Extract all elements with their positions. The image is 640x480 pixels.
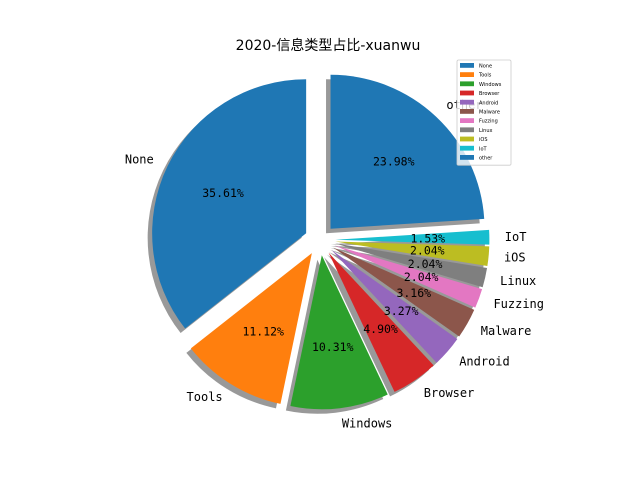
legend-entry-other: other xyxy=(479,156,493,162)
legend-entry-ios: iOS xyxy=(479,137,488,143)
percent-label-tools: 11.12% xyxy=(242,325,284,339)
percent-label-other: 23.98% xyxy=(373,154,415,168)
category-label-malware: Malware xyxy=(481,324,532,338)
category-label-ios: iOS xyxy=(504,251,526,265)
slice-ios xyxy=(335,241,490,267)
chart-title: 2020-信息类型占比-xuanwu xyxy=(236,37,421,54)
legend-swatch-none xyxy=(460,63,474,68)
legend-swatch-browser xyxy=(460,90,474,96)
category-label-fuzzing: Fuzzing xyxy=(493,297,544,311)
percent-label-android: 3.27% xyxy=(384,304,419,318)
slice-linux xyxy=(335,243,488,288)
slice-fuzzing xyxy=(334,245,483,308)
legend-swatch-windows xyxy=(460,81,474,87)
slice-none xyxy=(152,79,307,329)
legend-swatch-other xyxy=(460,155,474,160)
legend-swatch-linux xyxy=(460,127,474,133)
legend-entry-iot: IoT xyxy=(479,146,488,152)
category-label-browser: Browser xyxy=(424,386,475,400)
percent-label-browser: 4.90% xyxy=(363,322,398,336)
slice-android xyxy=(331,250,458,363)
pie-slices xyxy=(152,74,490,410)
slice-other xyxy=(330,74,485,229)
slice-malware xyxy=(333,247,475,337)
percent-labels: 35.61%11.12%10.31%4.90%3.27%3.16%2.04%2.… xyxy=(202,154,445,354)
legend-entry-linux: Linux xyxy=(479,128,493,134)
percent-label-malware: 3.16% xyxy=(396,286,431,300)
legend-entry-fuzzing: Fuzzing xyxy=(479,119,498,125)
category-label-iot: IoT xyxy=(505,230,527,244)
legend-entry-windows: Windows xyxy=(479,82,502,88)
legend: None Tools Windows Browser Android Malware Fuz… xyxy=(456,59,512,166)
percent-label-iot: 1.53% xyxy=(410,231,445,245)
legend-swatch-ios xyxy=(460,136,474,142)
legend-entry-none: None xyxy=(479,64,492,70)
percent-label-none: 35.61% xyxy=(202,186,244,200)
legend-entry-android: Android xyxy=(479,100,498,106)
percent-label-linux: 2.04% xyxy=(408,257,443,271)
legend-entry-malware: Malware xyxy=(479,110,500,116)
slice-iot xyxy=(335,229,490,245)
category-label-tools: Tools xyxy=(187,390,223,404)
category-label-android: Android xyxy=(459,355,510,369)
slice-browser xyxy=(328,252,434,392)
legend-swatch-iot xyxy=(460,145,474,151)
legend-swatch-fuzzing xyxy=(460,118,474,123)
legend-swatch-tools xyxy=(460,72,474,77)
legend-entry-browser: Browser xyxy=(479,91,500,97)
slice-windows xyxy=(290,255,388,410)
percent-label-fuzzing: 2.04% xyxy=(404,270,439,284)
slice-tools xyxy=(190,253,312,404)
category-label-none: None xyxy=(125,152,154,166)
legend-swatch-android xyxy=(460,99,474,105)
percent-label-windows: 10.31% xyxy=(312,340,354,354)
category-label-windows: Windows xyxy=(342,417,393,431)
percent-label-ios: 2.04% xyxy=(410,243,445,257)
category-label-linux: Linux xyxy=(500,274,536,288)
legend-swatch-malware xyxy=(460,109,474,114)
legend-entry-tools: Tools xyxy=(478,73,492,79)
